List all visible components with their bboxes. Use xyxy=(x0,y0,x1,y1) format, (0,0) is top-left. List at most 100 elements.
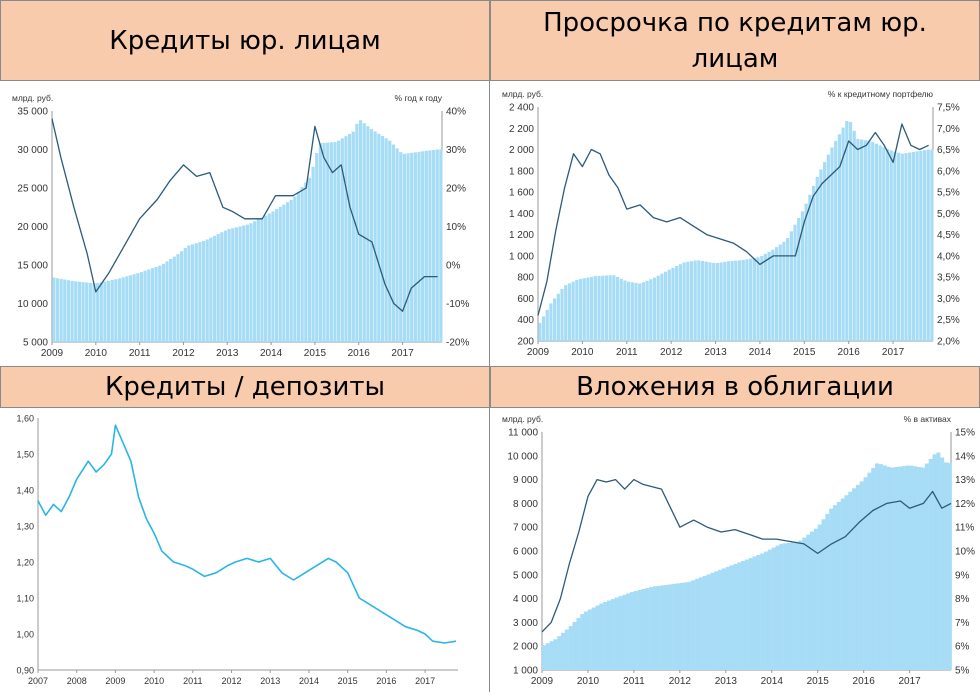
bar xyxy=(256,219,260,342)
bar xyxy=(107,280,111,342)
bar xyxy=(749,258,753,341)
bar xyxy=(786,237,790,341)
bar xyxy=(900,153,904,341)
bar xyxy=(922,150,927,341)
bar xyxy=(641,588,646,670)
bar xyxy=(719,262,723,341)
bar xyxy=(787,542,792,670)
bar xyxy=(406,153,410,342)
bar xyxy=(734,260,738,341)
bar xyxy=(307,177,312,342)
bar xyxy=(745,259,749,341)
bar xyxy=(675,583,680,670)
bar xyxy=(826,154,830,341)
bar xyxy=(271,211,275,342)
x-tick-label: 2010 xyxy=(577,676,600,687)
bar xyxy=(915,151,919,341)
bar xyxy=(844,495,849,670)
y-left-tick-label: 1 600 xyxy=(509,188,534,199)
y-right-tick-label: -10% xyxy=(446,299,469,310)
y-right-tick-label: 13% xyxy=(955,475,975,486)
bar xyxy=(578,278,583,341)
bar xyxy=(274,209,279,342)
bar xyxy=(608,275,612,341)
bar xyxy=(917,466,922,670)
bar xyxy=(388,140,392,342)
bar xyxy=(597,275,601,341)
bar xyxy=(932,454,937,670)
bar xyxy=(848,491,853,670)
header-loans-deposits: Кредиты / депозиты xyxy=(0,366,490,408)
bar xyxy=(329,142,333,342)
bar xyxy=(672,583,677,670)
y-right-tick-label: 4,0% xyxy=(937,251,960,262)
bar xyxy=(733,563,738,670)
bar xyxy=(603,602,608,670)
x-tick-label: 2011 xyxy=(183,676,202,686)
header-loans-deposits-title: Кредиты / депозиты xyxy=(104,372,386,402)
header-bonds: Вложения в облигации xyxy=(490,366,980,408)
x-tick-label: 2009 xyxy=(41,348,64,359)
bar xyxy=(81,282,85,342)
bar xyxy=(764,551,769,670)
bar xyxy=(660,585,665,670)
bar xyxy=(74,281,78,342)
bar xyxy=(715,263,719,341)
x-tick-label: 2012 xyxy=(172,348,195,359)
bar xyxy=(897,152,901,341)
y-left-tick-label: 3 000 xyxy=(513,618,538,629)
bar xyxy=(819,169,823,341)
bar xyxy=(154,266,158,342)
bar xyxy=(771,547,776,670)
bar xyxy=(775,545,780,670)
y-left-tick-label: 1 000 xyxy=(509,251,534,262)
chart-loans: 5 000 10 000 15 000 20 000 25 000 30 000 35 00… xyxy=(12,93,469,359)
bar xyxy=(561,632,566,670)
bar xyxy=(337,140,341,342)
bar xyxy=(668,584,673,670)
bar xyxy=(878,464,883,670)
x-tick-label: 2015 xyxy=(304,348,327,359)
bar xyxy=(721,568,726,670)
y-right-tick-label: 5% xyxy=(955,666,970,677)
x-tick-label: 2013 xyxy=(260,676,280,686)
bar xyxy=(59,278,63,342)
bar xyxy=(667,269,671,341)
y-left-tick-label: 1 200 xyxy=(509,230,534,241)
bar xyxy=(194,243,198,342)
bar xyxy=(855,484,860,670)
bar xyxy=(767,251,771,341)
y-left-tick-label: 5 000 xyxy=(23,338,48,349)
y-left-tick-label: 1,20 xyxy=(16,558,34,568)
bar xyxy=(809,531,814,670)
bar xyxy=(117,278,122,342)
bar xyxy=(871,468,876,670)
bar xyxy=(99,282,103,342)
left-unit-label: млрд. руб. xyxy=(502,89,543,99)
bar xyxy=(267,213,271,342)
bar xyxy=(756,555,761,670)
y-left-tick-label: 25 000 xyxy=(17,184,48,195)
bar xyxy=(712,263,716,341)
y-right-tick-label: 7,5% xyxy=(937,103,960,114)
x-tick-label: 2014 xyxy=(761,676,784,687)
bar xyxy=(686,261,690,341)
chart-bonds: 1 000 2 000 3 000 4 000 5 000 6 000 7 000 8 000… xyxy=(502,414,975,687)
bar xyxy=(774,247,779,341)
bar xyxy=(541,316,546,341)
bar xyxy=(800,211,805,341)
bar xyxy=(622,594,627,670)
bar xyxy=(649,586,654,670)
bar xyxy=(282,204,286,342)
bar xyxy=(601,275,605,341)
bar xyxy=(125,276,129,342)
bar xyxy=(568,625,573,670)
left-unit-label: млрд. руб. xyxy=(12,93,53,103)
bar xyxy=(212,235,217,342)
bar xyxy=(55,278,60,342)
bar xyxy=(863,477,868,670)
bar xyxy=(209,237,213,342)
bar xyxy=(629,592,634,670)
bar xyxy=(571,281,575,341)
x-tick-label: 2013 xyxy=(704,347,727,358)
